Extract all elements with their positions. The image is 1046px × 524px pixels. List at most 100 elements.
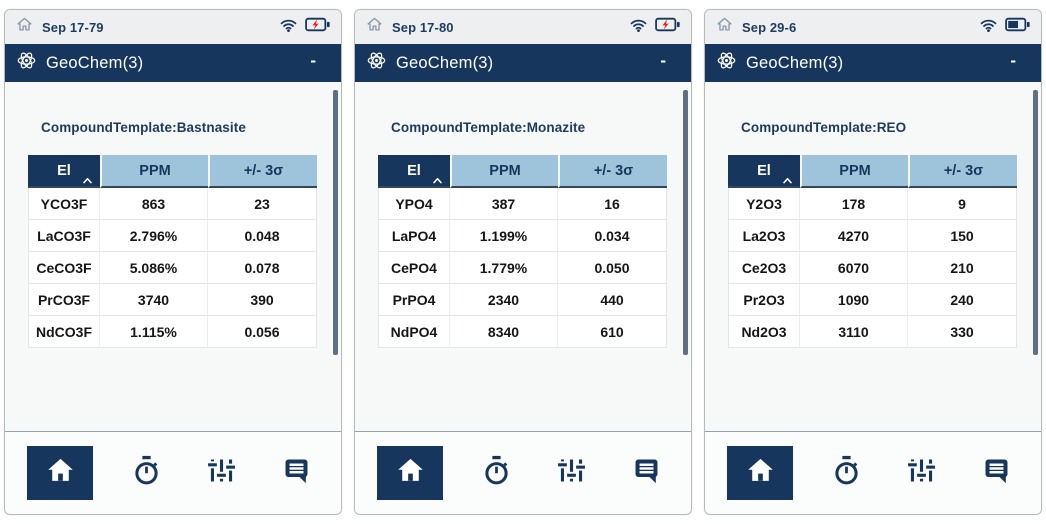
column-header-ppm[interactable]: PPM <box>100 155 208 188</box>
column-header-el[interactable]: El <box>28 155 100 188</box>
scrollbar-thumb[interactable] <box>333 90 338 355</box>
column-header-el[interactable]: El <box>728 155 800 188</box>
ppm-cell: 2.796% <box>100 220 208 252</box>
ppm-cell: 1.199% <box>450 220 558 252</box>
column-header-sigma[interactable]: +/- 3σ <box>208 155 317 188</box>
sliders-icon <box>556 455 587 491</box>
table-row[interactable]: La2O3 4270 150 <box>728 220 1017 252</box>
table-row[interactable]: Ce2O3 6070 210 <box>728 252 1017 284</box>
device-panel-bastnasite: Sep 17-79 <box>4 9 342 515</box>
minimize-button[interactable]: - <box>310 50 316 70</box>
compound-template-label: CompoundTemplate:Bastnasite <box>41 120 246 135</box>
sigma-cell: 390 <box>208 284 317 316</box>
stopwatch-icon <box>130 454 163 492</box>
nav-timer-button[interactable] <box>124 445 168 501</box>
nav-chat-button[interactable] <box>625 445 669 501</box>
status-bar: Sep 17-80 <box>355 10 691 44</box>
nav-timer-button[interactable] <box>474 445 518 501</box>
wifi-icon <box>279 16 298 38</box>
results-table: El PPM +/- 3σ YCO3F 863 23 <box>28 155 317 348</box>
nav-chat-button[interactable] <box>275 445 319 501</box>
nav-home-button[interactable] <box>377 446 443 500</box>
column-header-el[interactable]: El <box>378 155 450 188</box>
battery-icon <box>655 17 680 37</box>
table-row[interactable]: Y2O3 178 9 <box>728 188 1017 220</box>
column-header-ppm[interactable]: PPM <box>800 155 908 188</box>
content-area: CompoundTemplate:Bastnasite El PPM +/- 3… <box>5 82 341 431</box>
el-cell: LaCO3F <box>28 220 100 252</box>
column-header-sigma[interactable]: +/- 3σ <box>908 155 1017 188</box>
scrollbar-thumb[interactable] <box>683 90 688 355</box>
table-row[interactable]: PrPO4 2340 440 <box>378 284 667 316</box>
battery-icon <box>1005 17 1030 37</box>
el-cell: NdCO3F <box>28 316 100 348</box>
bottom-nav-bar <box>5 431 341 514</box>
home-icon <box>745 455 776 491</box>
nav-settings-button[interactable] <box>900 445 944 501</box>
status-date-label: Sep 29-6 <box>742 19 797 35</box>
table-row[interactable]: PrCO3F 3740 390 <box>28 284 317 316</box>
nav-home-button[interactable] <box>27 446 93 500</box>
stopwatch-icon <box>830 454 863 492</box>
ppm-cell: 6070 <box>800 252 908 284</box>
sigma-cell: 0.050 <box>558 252 667 284</box>
sigma-cell: 440 <box>558 284 667 316</box>
device-panel-monazite: Sep 17-80 <box>354 9 692 515</box>
sigma-cell: 0.048 <box>208 220 317 252</box>
ppm-cell: 1.779% <box>450 252 558 284</box>
ppm-cell: 3110 <box>800 316 908 348</box>
scrollbar-thumb[interactable] <box>1033 90 1038 355</box>
sigma-cell: 150 <box>908 220 1017 252</box>
nav-settings-button[interactable] <box>550 445 594 501</box>
sigma-cell: 16 <box>558 188 667 220</box>
bottom-nav-bar <box>355 431 691 514</box>
sliders-icon <box>906 455 937 491</box>
nav-home-button[interactable] <box>727 446 793 500</box>
el-cell: Nd2O3 <box>728 316 800 348</box>
battery-icon <box>305 17 330 37</box>
status-bar: Sep 29-6 <box>705 10 1041 44</box>
chat-icon <box>981 455 1012 491</box>
ppm-cell: 4270 <box>800 220 908 252</box>
app-title: GeoChem(3) <box>396 53 494 72</box>
nav-chat-button[interactable] <box>975 445 1019 501</box>
sigma-cell: 0.034 <box>558 220 667 252</box>
el-cell: YPO4 <box>378 188 450 220</box>
el-cell: CePO4 <box>378 252 450 284</box>
table-header-row: El PPM +/- 3σ <box>728 155 1017 188</box>
column-header-ppm[interactable]: PPM <box>450 155 558 188</box>
table-row[interactable]: Pr2O3 1090 240 <box>728 284 1017 316</box>
compound-template-label: CompoundTemplate:Monazite <box>391 120 586 135</box>
ppm-cell: 863 <box>100 188 208 220</box>
minimize-button[interactable]: - <box>1010 50 1016 70</box>
sigma-cell: 610 <box>558 316 667 348</box>
table-row[interactable]: LaPO4 1.199% 0.034 <box>378 220 667 252</box>
chat-icon <box>281 455 312 491</box>
minimize-button[interactable]: - <box>660 50 666 70</box>
table-row[interactable]: NdPO4 8340 610 <box>378 316 667 348</box>
app-title-bar: GeoChem(3) - <box>705 44 1041 82</box>
table-row[interactable]: CePO4 1.779% 0.050 <box>378 252 667 284</box>
column-header-sigma[interactable]: +/- 3σ <box>558 155 667 188</box>
table-row[interactable]: CeCO3F 5.086% 0.078 <box>28 252 317 284</box>
table-row[interactable]: YCO3F 863 23 <box>28 188 317 220</box>
el-cell: CeCO3F <box>28 252 100 284</box>
ppm-cell: 5.086% <box>100 252 208 284</box>
el-cell: PrCO3F <box>28 284 100 316</box>
table-row[interactable]: LaCO3F 2.796% 0.048 <box>28 220 317 252</box>
sigma-cell: 240 <box>908 284 1017 316</box>
table-row[interactable]: Nd2O3 3110 330 <box>728 316 1017 348</box>
status-date-label: Sep 17-79 <box>42 19 104 35</box>
compound-template-label: CompoundTemplate:REO <box>741 120 907 135</box>
wifi-icon <box>979 16 998 38</box>
table-row[interactable]: YPO4 387 16 <box>378 188 667 220</box>
table-row[interactable]: NdCO3F 1.115% 0.056 <box>28 316 317 348</box>
sort-asc-icon <box>432 177 443 184</box>
atom-icon <box>716 50 737 76</box>
nav-timer-button[interactable] <box>824 445 868 501</box>
el-cell: LaPO4 <box>378 220 450 252</box>
sigma-cell: 210 <box>908 252 1017 284</box>
el-cell: La2O3 <box>728 220 800 252</box>
nav-settings-button[interactable] <box>200 445 244 501</box>
